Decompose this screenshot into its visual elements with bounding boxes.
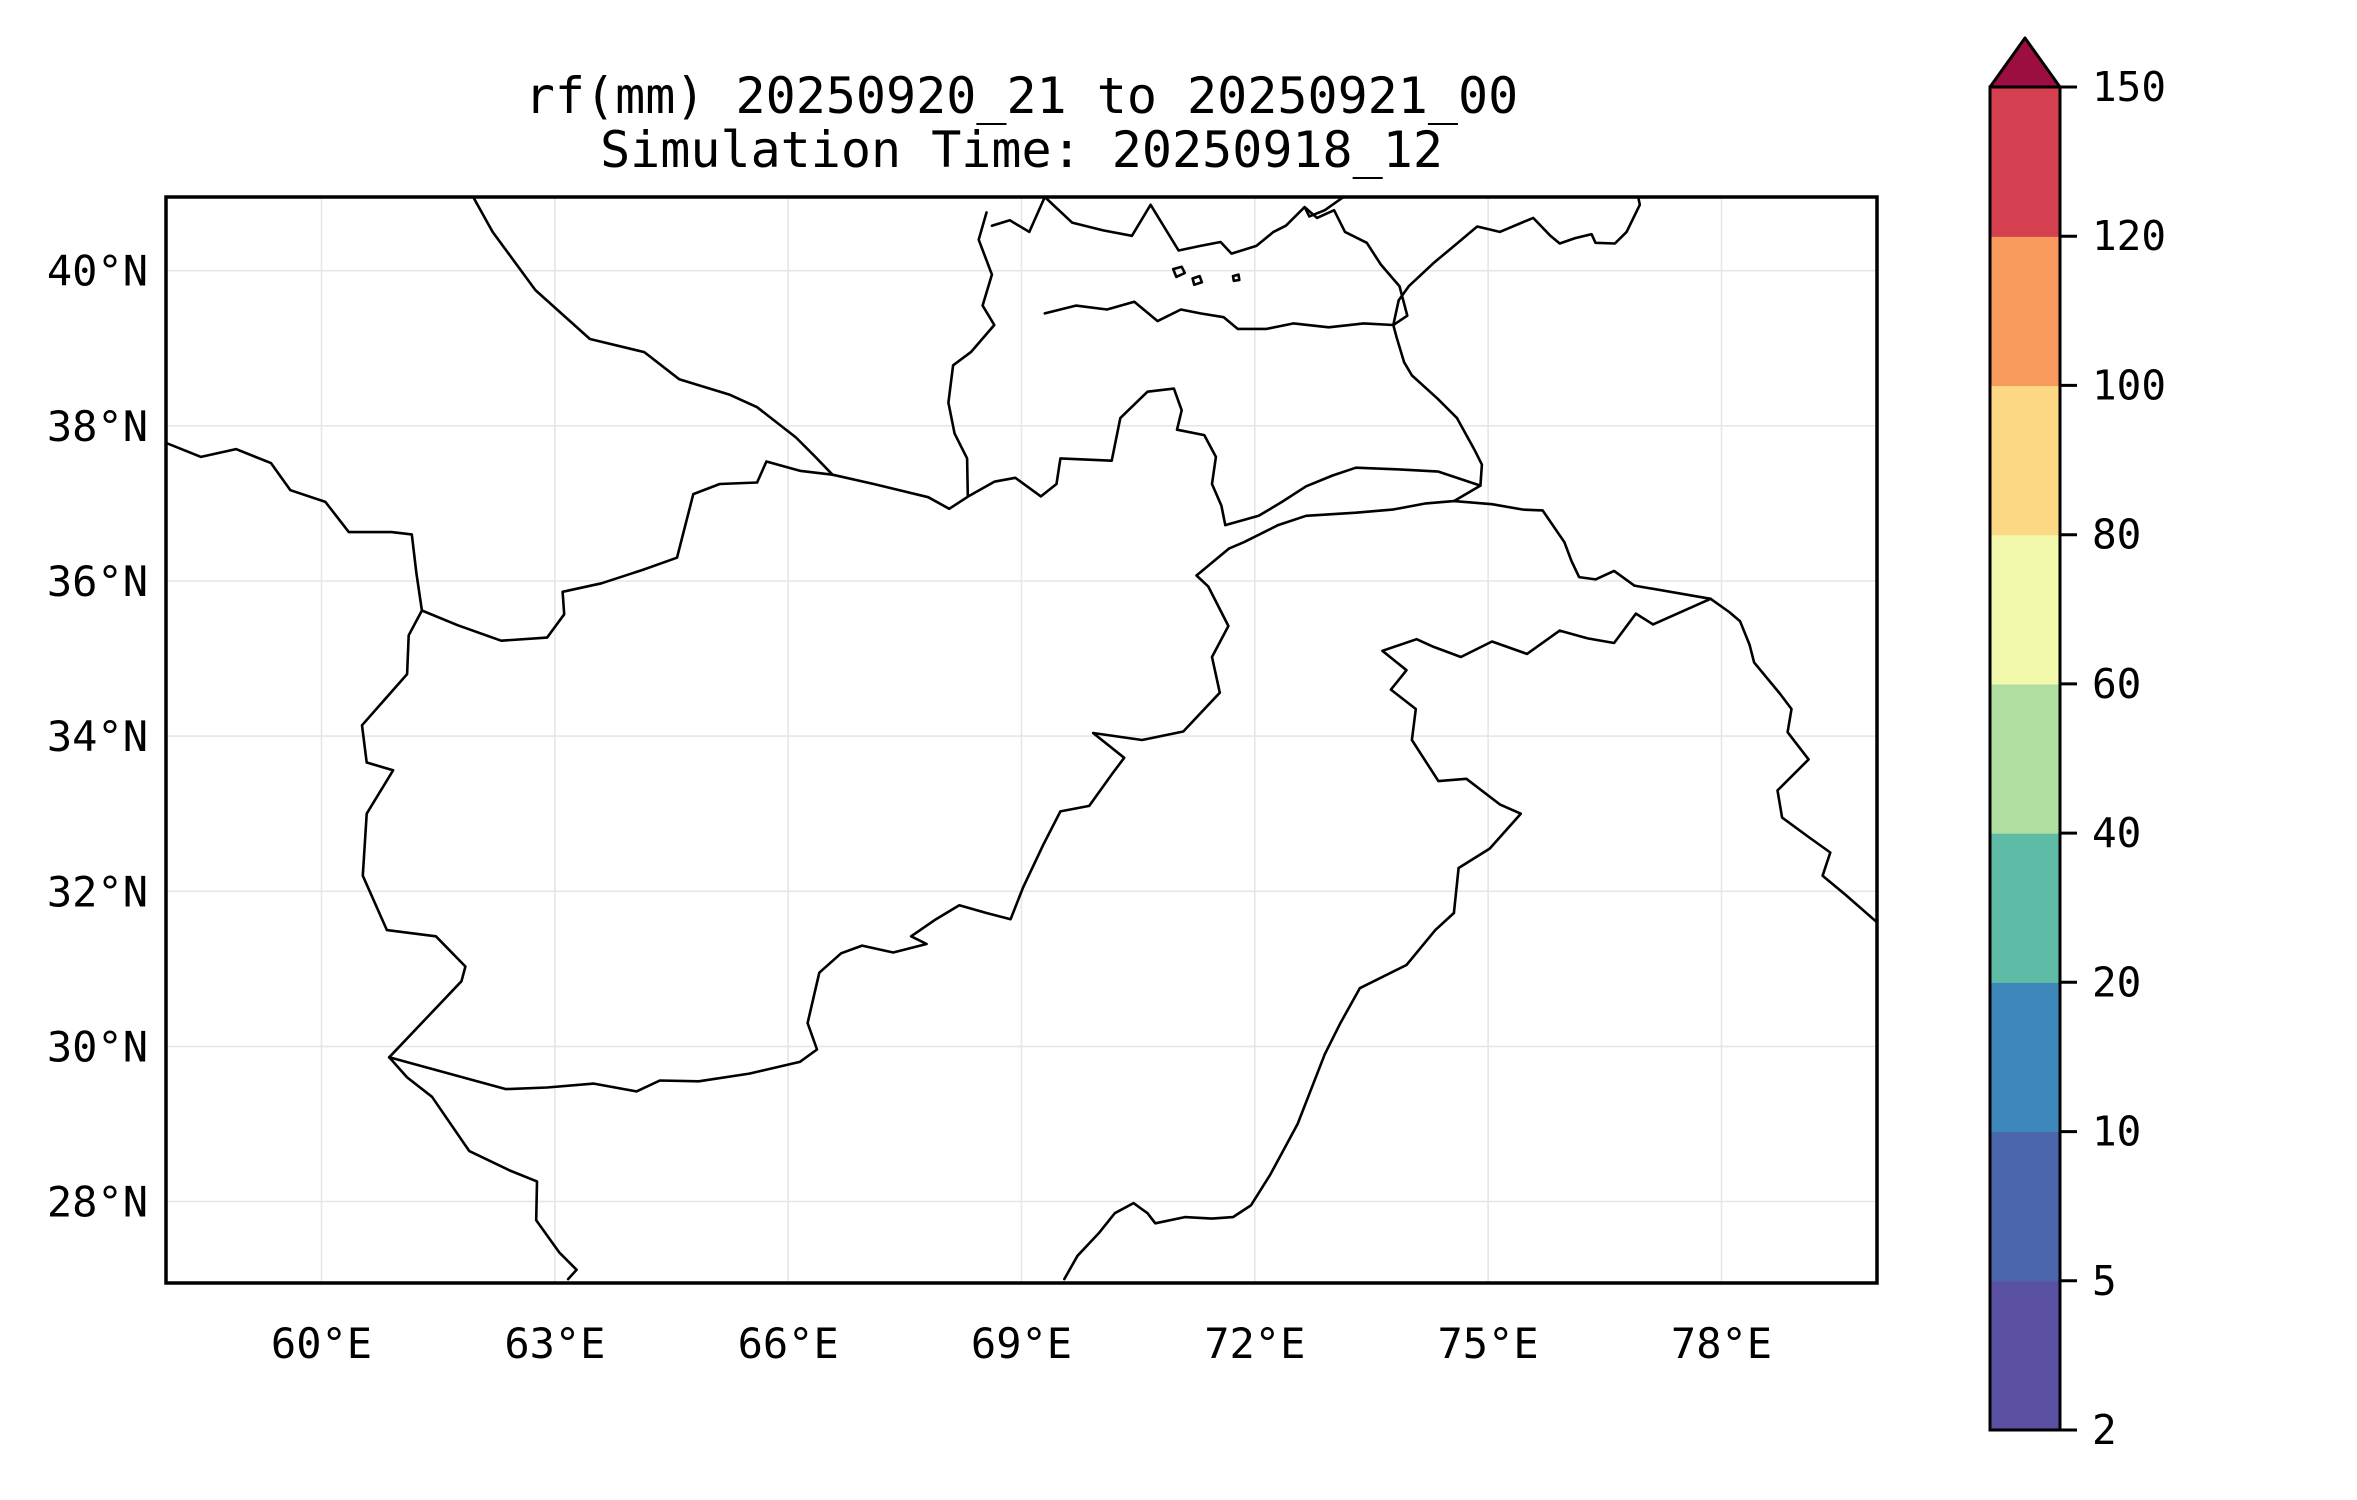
border-vorukh-enclave <box>1231 273 1241 283</box>
x-tick-label: 69°E <box>971 1319 1072 1368</box>
border-iran-turkmenistan <box>166 441 424 612</box>
chart-title: rf(mm) 20250920_21 to 20250921_00 <box>524 67 1519 125</box>
border-fergana-valley-ring <box>990 197 1409 327</box>
y-tick-label: 32°N <box>47 867 148 916</box>
colorbar-segment <box>1990 87 2060 237</box>
x-tick-label: 60°E <box>271 1319 372 1368</box>
y-tick-label: 36°N <box>47 557 148 606</box>
border-india-pakistan <box>1063 911 1456 1281</box>
colorbar-segment <box>1990 1280 2060 1431</box>
border-turkmenistan-uzbekistan <box>471 197 834 476</box>
colorbar-segment <box>1990 236 2060 387</box>
y-tick-label: 38°N <box>47 402 148 451</box>
latitude-tick-labels: 40°N 38°N 36°N 34°N 32°N 30°N 28°N <box>47 247 148 1227</box>
chart-subtitle: Simulation Time: 20250918_12 <box>600 121 1443 179</box>
colorbar-over-arrow <box>1988 36 2062 89</box>
colorbar-tick-label: 80 <box>2092 511 2141 559</box>
longitude-tick-labels: 60°E 63°E 66°E 69°E 72°E 75°E 78°E <box>271 1319 1772 1368</box>
border-uzbekistan-tajikistan-west <box>947 211 996 497</box>
border-sokh-enclave <box>1171 265 1187 279</box>
colorbar-tick-label: 120 <box>2092 212 2166 260</box>
x-tick-label: 72°E <box>1204 1319 1305 1368</box>
colorbar-outline <box>1988 85 2062 1432</box>
border-iran-afghanistan <box>360 609 467 1059</box>
border-india-china <box>1709 597 1877 924</box>
border-line-of-control <box>1381 612 1655 915</box>
axes-frame <box>164 195 1879 1285</box>
border-wakhan-north <box>1224 466 1482 527</box>
graticule-gridlines <box>166 197 1877 1283</box>
border-china-kyrgyzstan <box>1392 197 1642 327</box>
border-kyrgyzstan-tajikistan <box>1043 300 1395 331</box>
y-tick-label: 30°N <box>47 1022 148 1071</box>
border-iran-pakistan <box>387 1056 578 1281</box>
border-china-pakistan <box>1452 499 1636 587</box>
colorbar-tick-label: 5 <box>2092 1257 2117 1305</box>
colorbar-tick-label: 10 <box>2092 1108 2141 1156</box>
x-tick-label: 75°E <box>1438 1319 1539 1368</box>
colorbar-tick-label: 40 <box>2092 809 2141 857</box>
x-tick-label: 78°E <box>1671 1319 1772 1368</box>
colorbar-tick-label: 60 <box>2092 660 2141 708</box>
border-turkmenistan-afghanistan <box>420 460 834 642</box>
border-afghanistan-pakistan-durand <box>387 547 1231 1093</box>
colorbar-segment <box>1990 982 2060 1133</box>
colorbar-segment <box>1990 1131 2060 1282</box>
x-tick-label: 66°E <box>738 1319 839 1368</box>
y-tick-label: 28°N <box>47 1178 148 1227</box>
border-china-tajikistan <box>1392 323 1484 487</box>
country-borders <box>166 197 1877 1281</box>
colorbar-tick-label: 2 <box>2092 1406 2117 1454</box>
colorbar-tick-label: 100 <box>2092 361 2166 409</box>
border-kyrgyzstan-north-spur <box>1303 197 1345 218</box>
colorbar-tick-label: 20 <box>2092 958 2141 1006</box>
border-afghanistan-tajikistan-amu-pyanj <box>831 387 1227 527</box>
colorbar-segment <box>1990 833 2060 983</box>
y-tick-label: 40°N <box>47 247 148 296</box>
colorbar: 2 5 10 20 40 60 80 100 120 150 <box>1988 36 2166 1454</box>
y-tick-label: 34°N <box>47 712 148 761</box>
x-tick-label: 63°E <box>504 1319 605 1368</box>
colorbar-segment <box>1990 385 2060 536</box>
colorbar-segment <box>1990 683 2060 834</box>
colorbar-tick-label: 150 <box>2092 63 2166 111</box>
border-shakhimardan-enclave <box>1191 274 1204 286</box>
border-wakhan-south <box>1227 484 1482 550</box>
colorbar-segment <box>1990 534 2060 685</box>
